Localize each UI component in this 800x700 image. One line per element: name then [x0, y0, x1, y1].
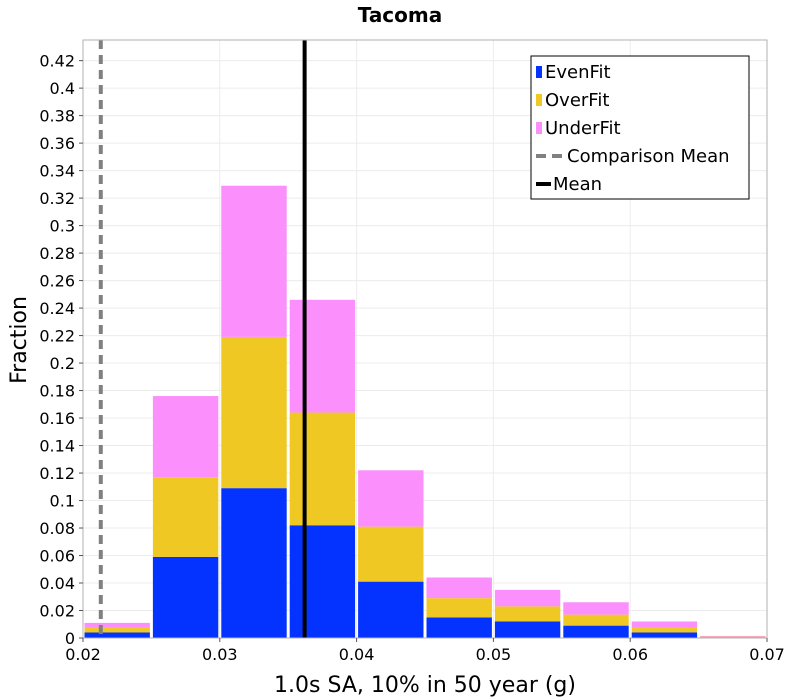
legend-label: Mean: [553, 174, 602, 195]
y-tick-label: 0.34: [39, 162, 75, 181]
bar-underfit-7: [563, 602, 629, 615]
bar-underfit-1: [152, 396, 219, 478]
y-tick-label: 0.08: [39, 519, 75, 538]
y-tick-label: 0.18: [39, 382, 75, 401]
bar-evenfit-6: [494, 621, 561, 638]
y-tick-label: 0.38: [39, 107, 75, 126]
bar-evenfit-2: [221, 488, 287, 638]
bar-underfit-0: [84, 622, 150, 628]
bar-overfit-2: [221, 336, 287, 489]
chart-title: Tacoma: [358, 3, 443, 27]
y-tick-label: 0.26: [39, 272, 75, 291]
x-tick-label: 0.05: [476, 645, 512, 664]
y-tick-label: 0.32: [39, 189, 75, 208]
legend-label: Comparison Mean: [567, 146, 730, 167]
y-tick-label: 0.42: [39, 52, 75, 71]
y-tick-label: 0.16: [39, 409, 75, 428]
y-tick-label: 0.12: [39, 464, 75, 483]
bar-underfit-6: [494, 589, 561, 607]
bar-evenfit-8: [631, 632, 698, 638]
bar-overfit-6: [494, 606, 561, 622]
legend-swatch-overfit: [536, 94, 542, 106]
legend-swatch-evenfit: [536, 66, 542, 78]
y-tick-label: 0.04: [39, 574, 75, 593]
bar-overfit-0: [84, 627, 150, 633]
bar-overfit-5: [426, 598, 492, 618]
y-tick-label: 0.14: [39, 437, 75, 456]
y-tick-label: 0.02: [39, 602, 75, 621]
y-tick-label: 0.1: [50, 492, 75, 511]
bar-overfit-3: [289, 412, 356, 526]
bar-underfit-3: [289, 299, 356, 413]
legend-label: UnderFit: [545, 118, 621, 139]
bar-underfit-9: [700, 635, 766, 637]
plot-frame: [82, 39, 768, 639]
bar-underfit-5: [426, 577, 492, 599]
y-axis-title: Fraction: [7, 296, 32, 384]
bar-overfit-8: [631, 627, 698, 633]
legend-box: [530, 55, 750, 200]
bar-overfit-4: [358, 526, 424, 582]
x-tick-label: 0.07: [749, 645, 785, 664]
y-tick-label: 0: [65, 629, 75, 648]
bar-overfit-1: [152, 477, 219, 557]
bar-evenfit-7: [563, 625, 629, 638]
legend-label: EvenFit: [545, 62, 611, 83]
bar-evenfit-4: [358, 581, 424, 638]
y-tick-label: 0.4: [50, 79, 75, 98]
y-tick-label: 0.28: [39, 244, 75, 263]
x-axis-ticks: 0.02 0.03 0.04 0.05 0.06 0.07: [65, 638, 785, 664]
y-axis-ticks: 0 0.02 0.04 0.06 0.08 0.1 0.12 0.14 0.16 0.18 0.2 0…: [39, 52, 83, 648]
x-axis-title: 1.0s SA, 10% in 50 year (g): [274, 673, 576, 698]
legend-label: OverFit: [545, 90, 609, 111]
bar-underfit-2: [221, 185, 287, 337]
legend-swatch-underfit: [536, 122, 542, 134]
bar-evenfit-1: [152, 556, 219, 638]
x-tick-label: 0.04: [339, 645, 375, 664]
bar-evenfit-5: [426, 617, 492, 638]
bar-underfit-8: [631, 621, 698, 628]
mean-lines: [98, 40, 307, 638]
y-tick-label: 0.06: [39, 547, 75, 566]
bar-evenfit-3: [289, 525, 356, 638]
bars: [84, 185, 766, 638]
legend: EvenFit OverFit UnderFit Comparison Mean Mea…: [530, 55, 750, 200]
y-tick-label: 0.36: [39, 134, 75, 153]
y-tick-label: 0.3: [50, 217, 75, 236]
y-tick-label: 0.24: [39, 299, 75, 318]
bar-overfit-7: [563, 614, 629, 626]
y-tick-label: 0.22: [39, 327, 75, 346]
bar-overfit-9: [700, 636, 766, 638]
x-tick-label: 0.03: [202, 645, 238, 664]
bar-underfit-4: [358, 470, 424, 527]
x-tick-label: 0.02: [65, 645, 101, 664]
bar-evenfit-0: [84, 632, 150, 638]
x-tick-label: 0.06: [612, 645, 648, 664]
y-tick-label: 0.2: [50, 354, 75, 373]
